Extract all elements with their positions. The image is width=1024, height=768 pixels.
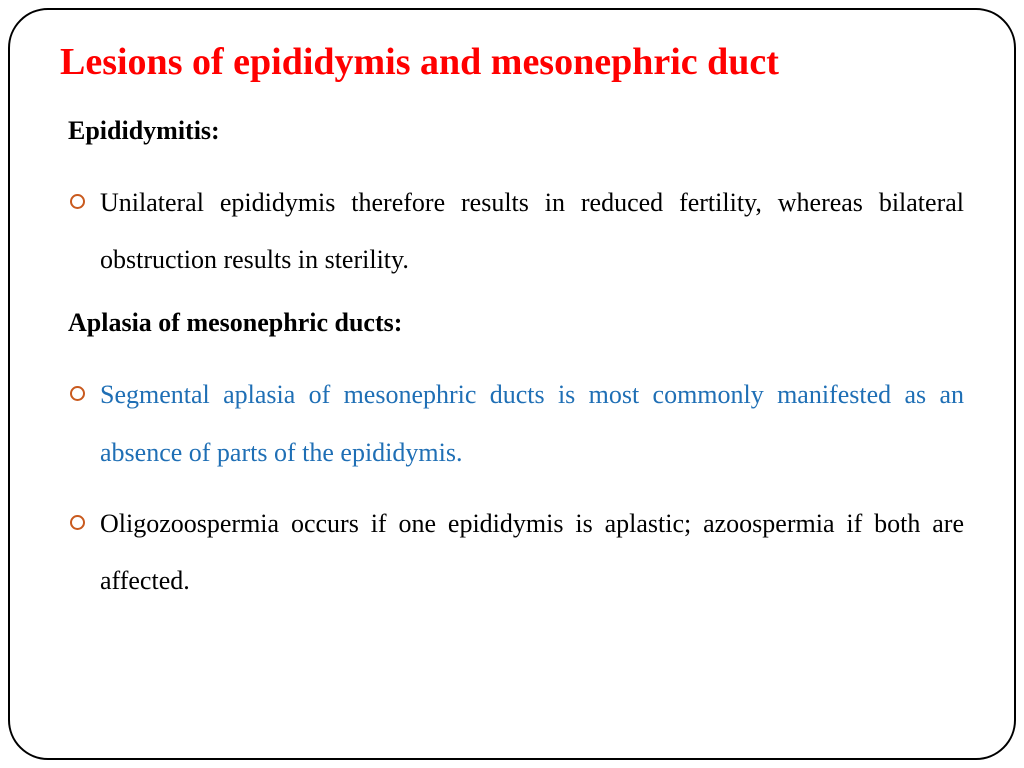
subheading-2: Aplasia of mesonephric ducts: bbox=[68, 308, 964, 338]
bullet-list-1: Unilateral epididymis therefore results … bbox=[68, 174, 964, 288]
section-2: Aplasia of mesonephric ducts: Segmental … bbox=[60, 308, 964, 609]
subheading-1: Epididymitis: bbox=[68, 116, 964, 146]
bullet-item: Oligozoospermia occurs if one epididymis… bbox=[68, 495, 964, 609]
slide-frame: Lesions of epididymis and mesonephric du… bbox=[8, 8, 1016, 760]
bullet-item: Unilateral epididymis therefore results … bbox=[68, 174, 964, 288]
bullet-list-2: Segmental aplasia of mesonephric ducts i… bbox=[68, 366, 964, 609]
section-1: Epididymitis: Unilateral epididymis ther… bbox=[60, 116, 964, 288]
slide-title: Lesions of epididymis and mesonephric du… bbox=[60, 40, 964, 84]
bullet-item: Segmental aplasia of mesonephric ducts i… bbox=[68, 366, 964, 480]
